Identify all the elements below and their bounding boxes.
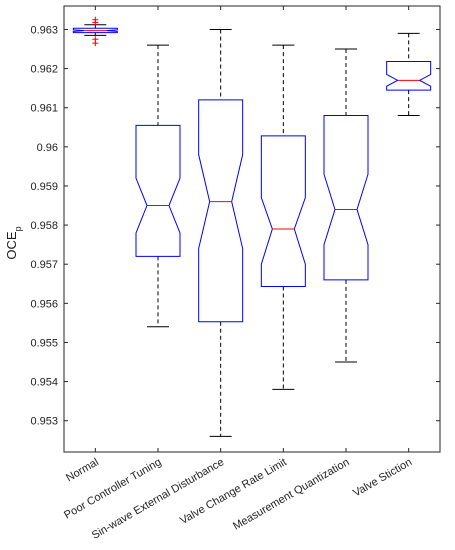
y-axis-label-main: OCE: [4, 231, 19, 260]
box: [260, 135, 306, 288]
y-tick-label: 0.961: [30, 103, 58, 115]
y-axis-label: OCEp: [4, 226, 23, 259]
plot-area: 0.953 0.954 0.955 0.956 0.957 0.958 0.959 0.96 0…: [30, 5, 441, 542]
plot-frame: [63, 5, 441, 453]
y-tick-label: 0.962: [30, 64, 58, 76]
y-axis-label-subscript: p: [13, 226, 23, 231]
y-tick-label: 0.954: [30, 377, 58, 389]
y-tick-label: 0.959: [30, 181, 58, 193]
category-label: Valve Change Rate Limit: [178, 456, 289, 527]
y-tick-label: 0.955: [30, 337, 58, 349]
y-tick-label: 0.957: [30, 259, 58, 271]
box: [72, 27, 118, 34]
y-tick-label: 0.953: [30, 416, 58, 428]
category-label: Valve Stiction: [351, 456, 414, 499]
y-tick-label: 0.956: [30, 298, 58, 310]
category-label: Measurement Quantization: [231, 456, 351, 532]
box: [386, 61, 432, 91]
box: [198, 99, 244, 323]
box: [323, 115, 369, 281]
y-tick-label: 0.96: [37, 142, 58, 154]
y-tick-label: 0.963: [30, 24, 58, 36]
y-tick-label: 0.958: [30, 220, 58, 232]
box: [135, 124, 181, 257]
category-label: Normal: [64, 456, 101, 484]
